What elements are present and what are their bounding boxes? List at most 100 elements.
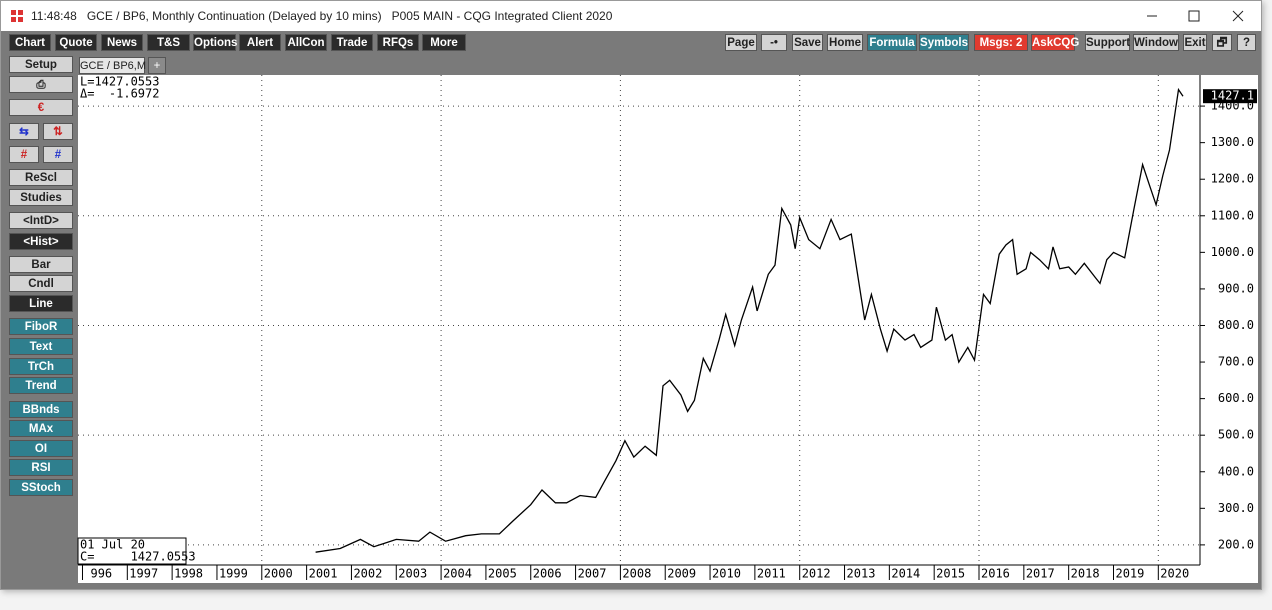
x-tick-label: 2005 — [488, 567, 517, 581]
price-line — [315, 87, 1184, 553]
x-tick-label: 2002 — [353, 567, 382, 581]
x-tick-label: 1999 — [219, 567, 248, 581]
x-tick-label: 2020 — [1160, 567, 1189, 581]
app-icon — [11, 10, 23, 22]
cursor-info: Δ= -1.6972 — [80, 87, 159, 101]
x-tick-label: 2003 — [398, 567, 427, 581]
y-tick-label: 900.0 — [1218, 281, 1254, 295]
x-tick-label: 2007 — [578, 567, 607, 581]
icon-button[interactable]: ⇆ — [9, 123, 39, 140]
window-title: 11:48:48 GCE / BP6, Monthly Continuation… — [31, 9, 613, 23]
icon-button[interactable]: -• — [761, 34, 787, 51]
x-tick-label: 1998 — [174, 567, 203, 581]
sidebar-button[interactable]: OI — [9, 440, 73, 457]
x-tick-label: 2017 — [1026, 567, 1055, 581]
icon-button[interactable]: 🗗 — [1212, 34, 1232, 51]
toolbar-button[interactable]: Alert — [239, 34, 281, 51]
sidebar-button[interactable]: FiboR — [9, 318, 73, 335]
plot-area — [78, 75, 1258, 583]
toolbar-button[interactable]: Options — [193, 34, 237, 51]
toolbar-button[interactable]: ? — [1237, 34, 1256, 51]
x-tick-label: 2014 — [891, 567, 920, 581]
sidebar-button[interactable]: MAx — [9, 420, 73, 437]
toolbar-button[interactable]: Quote — [55, 34, 97, 51]
y-tick-label: 500.0 — [1218, 428, 1254, 442]
y-tick-label: 700.0 — [1218, 355, 1254, 369]
y-tick-label: 600.0 — [1218, 391, 1254, 405]
toolbar-button[interactable]: Page — [725, 34, 757, 51]
toolbar-button[interactable]: Trade — [331, 34, 373, 51]
sidebar-button[interactable]: BBnds — [9, 401, 73, 418]
toolbar-button[interactable]: Symbols — [919, 34, 969, 51]
sidebar-button[interactable]: TrCh — [9, 358, 73, 375]
chart-tab-add[interactable]: + — [148, 57, 166, 74]
chart: 200.0 300.0 400.0 500.0 600.0 700.0 800.0 900.0… — [77, 75, 1258, 583]
x-tick-label: 996 — [90, 567, 112, 581]
toolbar-button[interactable]: Msgs: 2 — [974, 34, 1028, 51]
toolbar-button[interactable]: AskCQG — [1031, 34, 1079, 51]
x-tick-label: 2019 — [1115, 567, 1144, 581]
sidebar-button[interactable]: <IntD> — [9, 212, 73, 229]
icon-button[interactable]: ⎙ — [9, 76, 73, 93]
toolbar-button[interactable]: Save — [792, 34, 823, 51]
toolbar-button[interactable]: Exit — [1183, 34, 1207, 51]
toolbar-button[interactable]: News — [101, 34, 143, 51]
toolbar-button[interactable]: Chart — [9, 34, 51, 51]
toolbar-button[interactable]: Support — [1085, 34, 1130, 51]
sidebar-button[interactable]: Setup — [9, 56, 73, 73]
close-info: 01 Jul 20 — [80, 538, 145, 552]
info-box — [77, 537, 187, 565]
x-tick-label: 2011 — [757, 567, 786, 581]
chart-tab[interactable]: GCE / BP6,M — [79, 57, 146, 74]
y-tick-label: 400.0 — [1218, 464, 1254, 478]
x-tick-label: 1997 — [129, 567, 158, 581]
title-bar: 11:48:48 GCE / BP6, Monthly Continuation… — [1, 1, 1261, 31]
x-tick-label: 2012 — [802, 567, 831, 581]
last-price-box — [1203, 89, 1257, 104]
sidebar-button[interactable]: Cndl — [9, 275, 73, 292]
sidebar-button[interactable]: SStoch — [9, 479, 73, 496]
y-tick-label: 1000.0 — [1211, 245, 1254, 259]
toolbar-button[interactable]: T&S — [147, 34, 190, 51]
y-tick-label: 1200.0 — [1211, 172, 1254, 186]
x-tick-label: 2018 — [1071, 567, 1100, 581]
last-price-label: 1427.1 — [1211, 89, 1254, 103]
y-tick-label: 1100.0 — [1211, 208, 1254, 222]
close-info: C= 1427.0553 — [80, 550, 196, 564]
toolbar-button[interactable]: Home — [827, 34, 863, 51]
sidebar-button[interactable]: Text — [9, 338, 73, 355]
y-tick-label: 300.0 — [1218, 501, 1254, 515]
x-tick-label: 2004 — [443, 567, 472, 581]
icon-button[interactable]: € — [9, 99, 73, 116]
y-tick-label: 800.0 — [1218, 318, 1254, 332]
x-tick-label: 2006 — [533, 567, 562, 581]
cursor-info: L=1427.0553 — [80, 75, 159, 89]
x-tick-label: 2000 — [264, 567, 293, 581]
toolbar-button[interactable]: Window — [1133, 34, 1179, 51]
x-tick-label: 2008 — [622, 567, 651, 581]
sidebar-button[interactable]: Bar — [9, 256, 73, 273]
toolbar-button[interactable]: Formula — [867, 34, 917, 51]
toolbar-button[interactable]: More — [422, 34, 466, 51]
x-tick-label: 2001 — [309, 567, 338, 581]
icon-button[interactable]: ⇅ — [43, 123, 73, 140]
x-tick-label: 2013 — [847, 567, 876, 581]
sidebar-button[interactable]: RSI — [9, 459, 73, 476]
sidebar-button[interactable]: Line — [9, 295, 73, 312]
toolbar-button[interactable]: RFQs — [377, 34, 419, 51]
y-tick-label: 1300.0 — [1211, 135, 1254, 149]
icon-button[interactable]: # — [43, 146, 73, 163]
sidebar-button[interactable]: Trend — [9, 377, 73, 394]
sidebar-button[interactable]: ReScl — [9, 169, 73, 186]
toolbar-button[interactable]: AllCon — [285, 34, 327, 51]
sidebar-button[interactable]: <Hist> — [9, 233, 73, 250]
x-tick-label: 2016 — [981, 567, 1010, 581]
x-tick-label: 2010 — [712, 567, 741, 581]
sidebar-button[interactable]: Studies — [9, 189, 73, 206]
y-tick-label: 200.0 — [1218, 537, 1254, 551]
window-controls[interactable] — [1131, 1, 1251, 31]
icon-button[interactable]: # — [9, 146, 39, 163]
x-tick-label: 2009 — [667, 567, 696, 581]
x-tick-label: 2015 — [936, 567, 965, 581]
